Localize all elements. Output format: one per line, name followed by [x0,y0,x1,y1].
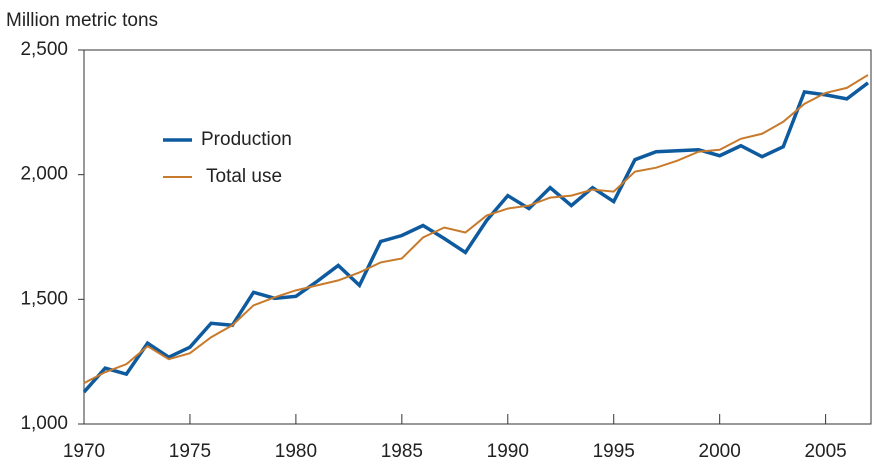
x-tick-label: 1975 [169,441,211,462]
x-tick-label: 2005 [804,441,846,462]
plot-frame [83,49,872,425]
series-line [83,74,869,384]
x-tick-label: 2000 [699,441,741,462]
y-tick-label: 2,500 [20,39,68,60]
y-tick-label: 1,000 [20,413,68,434]
y-tick-label: 2,000 [20,164,68,185]
series-line [82,81,870,394]
x-tick-label: 1985 [381,441,423,462]
legend-label: Production [201,129,292,150]
x-tick-label: 1980 [275,441,317,462]
x-tick-label: 1970 [63,441,105,462]
x-tick-label: 1990 [487,441,529,462]
y-tick-label: 1,500 [20,288,68,309]
x-tick-label: 1995 [593,441,635,462]
legend-label: Total use [206,166,282,187]
chart-title: Million metric tons [6,10,158,31]
